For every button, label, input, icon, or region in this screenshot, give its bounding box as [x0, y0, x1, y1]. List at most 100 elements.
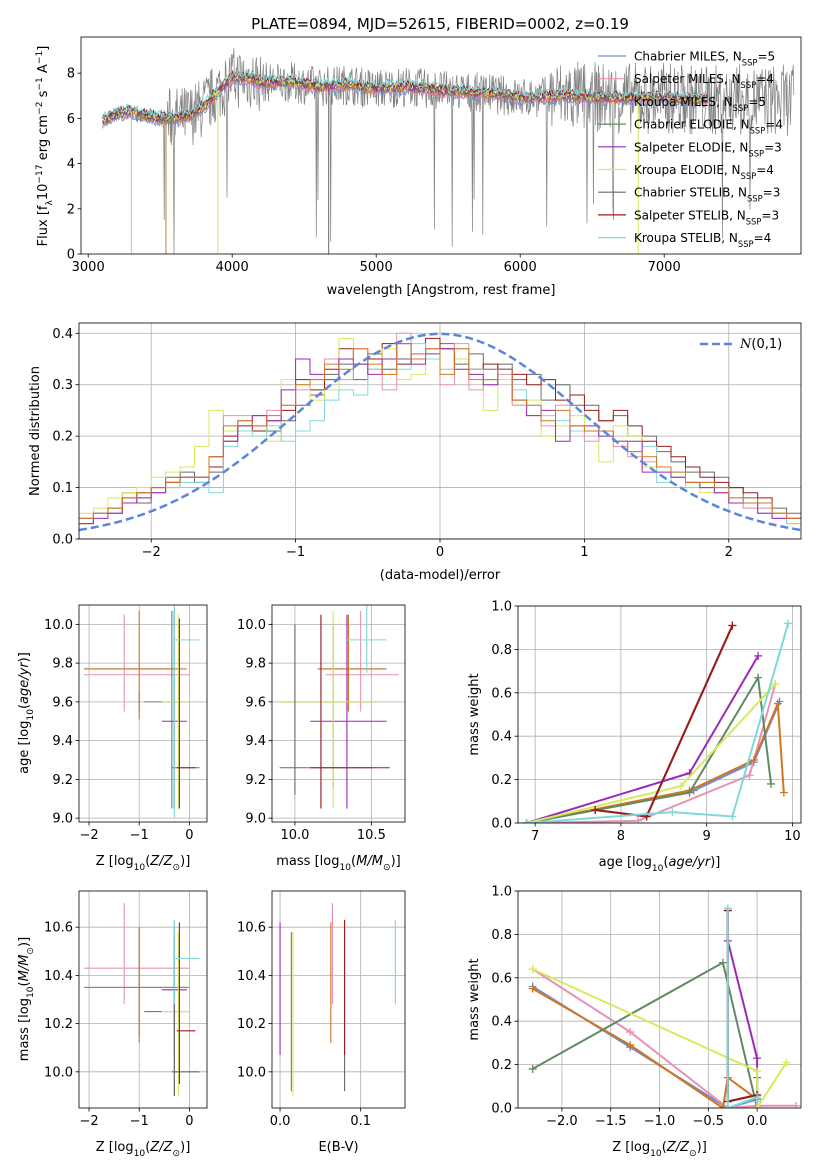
text-span: )]: [17, 937, 32, 947]
y-tick-label: 0.4: [491, 730, 512, 745]
subscript: SSP: [741, 171, 757, 181]
subscript: 10: [134, 863, 146, 873]
mass-weight-series: [532, 968, 788, 1108]
text-span: age/yr: [17, 661, 32, 704]
x-tick-label: −2: [142, 545, 161, 560]
x-tick-label: −2: [79, 1114, 98, 1129]
subscript: −1: [35, 51, 45, 64]
y-tick-label: 10.0: [44, 1065, 73, 1080]
legend-label: Salpeter ELODIE, NSSP=3: [634, 140, 782, 158]
y-tick-label: 10.2: [237, 1017, 266, 1032]
x-tick-label: −1: [130, 828, 149, 843]
y-tick-label: 9.0: [245, 812, 266, 827]
y-tick-label: 0.1: [52, 481, 73, 496]
legend-label: N(0,1): [739, 337, 782, 352]
panel-spectrum: 3000 4000 5000 6000 7000 0 2 4 6 8 wavelength [Ang…: [35, 36, 802, 298]
x-tick-label: −2: [79, 828, 98, 843]
figure-title: PLATE=0894, MJD=52615, FIBERID=0002, z=0…: [251, 15, 629, 33]
y-tick-label: 10.6: [237, 921, 266, 936]
subscript: SSP: [742, 58, 758, 68]
plus-marker: [676, 782, 685, 791]
text-span: =3: [764, 140, 782, 154]
axes-frame: [78, 604, 208, 823]
subscript: SSP: [747, 194, 763, 204]
text-span: M/M: [356, 854, 383, 869]
text-span: 10: [36, 184, 51, 201]
panel-age-vs-massweight: 7 8 9 10 0.0 0.2 0.4 0.6 0.8 1.0 age [log10(age/yr…: [467, 600, 802, 874]
x-tick-label: −1.0: [644, 1114, 676, 1129]
legend-label: Salpeter STELIB, NSSP=3: [634, 208, 779, 226]
axes-frame: [271, 604, 406, 823]
text-span: )]: [17, 652, 32, 662]
x-tick-label: −1.5: [595, 1114, 627, 1129]
y-tick-label: 0.2: [491, 773, 512, 788]
plot-area: [79, 332, 801, 532]
subscript: 10: [134, 1149, 146, 1159]
x-tick-label: 0: [185, 1114, 193, 1129]
subscript: SSP: [738, 239, 754, 249]
axes-frame: [80, 36, 802, 255]
mass-weight-series: [532, 985, 758, 1108]
plus-marker: [728, 812, 737, 821]
plot-area: [528, 904, 801, 1108]
subscript: 10: [339, 863, 351, 873]
y-axis-label: mass weight: [467, 673, 482, 755]
panel-residual-histogram: −2 −1 0 1 2 0.0 0.1 0.2 0.3 0.4 (data-model)/error…: [28, 322, 802, 583]
x-axis-label: Z [log10(Z/Z⊙)]: [96, 1140, 191, 1159]
y-tick-label: 1.0: [491, 885, 512, 900]
y-tick-label: 9.6: [245, 695, 266, 710]
text-span: )]: [697, 1140, 707, 1155]
plus-marker: [784, 619, 793, 628]
y-tick-label: 10.0: [237, 618, 266, 633]
text-span: Z/Z: [149, 1140, 173, 1155]
x-tick-label: 0.0: [270, 1114, 291, 1129]
x-tick-label: 5000: [360, 260, 393, 275]
x-tick-label: 1: [580, 545, 588, 560]
plus-marker: [723, 1104, 732, 1108]
x-tick-label: 0: [185, 828, 193, 843]
x-axis-label: Z [log10(Z/Z⊙)]: [612, 1140, 707, 1159]
y-tick-label: 6: [67, 112, 75, 127]
x-tick-label: −2.0: [546, 1114, 578, 1129]
axes-frame: [517, 890, 802, 1109]
plus-marker: [591, 805, 600, 814]
observed-spectrum: [102, 47, 795, 254]
mass-weight-series: [726, 910, 759, 1108]
legend-label: Chabrier MILES, NSSP=5: [634, 50, 775, 68]
x-tick-label: −1: [130, 1114, 149, 1129]
plus-marker: [753, 1054, 762, 1063]
x-axis-label: mass [log10(M/M⊙)]: [276, 854, 400, 873]
subscript: SSP: [741, 80, 757, 90]
panel-ebv-vs-mass: 0.0 0.1 10.0 10.2 10.4 10.6 E(B-V): [237, 890, 406, 1155]
subscript: ⊙: [689, 1149, 697, 1159]
y-tick-label: 10.0: [44, 618, 73, 633]
y-tick-label: 9.2: [52, 773, 73, 788]
x-tick-label: 0: [436, 545, 444, 560]
y-tick-label: 0.4: [52, 327, 73, 342]
y-tick-label: 0.8: [491, 643, 512, 658]
subscript: ⊙: [383, 863, 391, 873]
x-axis-label: (data-model)/error: [380, 568, 501, 583]
y-tick-label: 0.4: [491, 1015, 512, 1030]
subscript: 10: [26, 986, 36, 998]
mass-weight-series: [526, 623, 790, 823]
mass-weight-series: [526, 674, 772, 823]
x-tick-label: 2: [725, 545, 733, 560]
text-span: =3: [761, 208, 779, 222]
plot-area: [84, 903, 200, 1096]
plot-area: [84, 605, 200, 819]
text-span: )]: [180, 854, 190, 869]
text-span: =4: [756, 163, 774, 177]
subscript: SSP: [750, 126, 766, 136]
text-span: erg cm: [36, 115, 51, 164]
text-span: (: [17, 981, 32, 986]
plus-marker: [728, 621, 737, 630]
plus-marker: [753, 1067, 762, 1076]
axes-frame: [517, 605, 802, 824]
y-tick-label: 4: [67, 157, 75, 172]
subscript: 10: [652, 864, 664, 874]
x-tick-label: 10: [784, 829, 801, 844]
subscript: SSP: [733, 103, 749, 113]
subscript: λ: [45, 200, 55, 206]
